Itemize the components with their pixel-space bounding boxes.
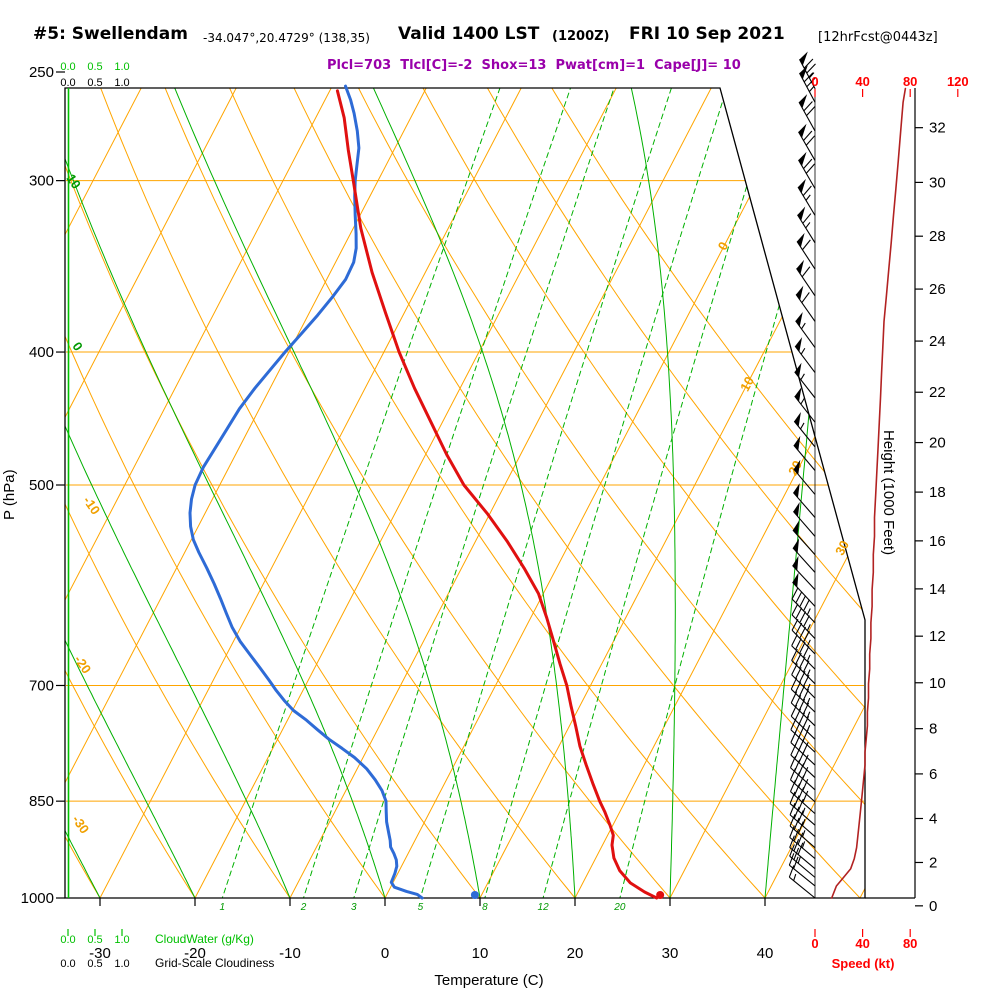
svg-text:1.0: 1.0 [114, 77, 129, 89]
temperature-axis: -30 -20 -10 0 10 20 30 40 Temperature (C) [89, 898, 773, 989]
svg-text:0: 0 [811, 936, 818, 951]
svg-text:2: 2 [300, 902, 307, 913]
svg-text:0.0: 0.0 [60, 61, 75, 73]
svg-text:-30: -30 [69, 812, 92, 836]
svg-text:P (hPa): P (hPa) [1, 469, 18, 520]
svg-text:300: 300 [29, 173, 54, 190]
svg-text:80: 80 [903, 936, 917, 951]
svg-text:0.5: 0.5 [87, 958, 102, 970]
svg-text:400: 400 [29, 344, 54, 361]
svg-text:80: 80 [903, 74, 917, 89]
svg-text:30: 30 [929, 174, 946, 191]
pressure-axis: 250 300 400 500 700 850 1000 P (hPa) [1, 64, 65, 907]
svg-text:14: 14 [929, 581, 946, 598]
svg-text:-10: -10 [279, 945, 301, 962]
valid-time: Valid 1400 LST [398, 24, 540, 44]
svg-text:40: 40 [757, 945, 774, 962]
wind-speed-profile [830, 87, 907, 899]
svg-text:120: 120 [947, 74, 969, 89]
svg-text:10: 10 [63, 171, 84, 191]
svg-text:18: 18 [929, 484, 946, 501]
wind-barbs [788, 51, 816, 899]
svg-text:28: 28 [929, 228, 946, 245]
svg-text:22: 22 [929, 384, 946, 401]
svg-text:12: 12 [929, 628, 946, 645]
svg-text:-30: -30 [89, 945, 111, 962]
svg-text:0.5: 0.5 [87, 934, 102, 946]
svg-text:20: 20 [567, 945, 584, 962]
svg-text:8: 8 [482, 902, 488, 913]
svg-text:0.0: 0.0 [60, 77, 75, 89]
svg-text:4: 4 [929, 811, 937, 828]
profiles [188, 84, 665, 900]
svg-text:Height (1000 Feet): Height (1000 Feet) [880, 430, 897, 555]
svg-text:30: 30 [662, 945, 679, 962]
svg-text:5: 5 [418, 902, 424, 913]
svg-text:1.0: 1.0 [114, 934, 129, 946]
svg-text:16: 16 [929, 533, 946, 550]
svg-text:0.0: 0.0 [60, 958, 75, 970]
svg-text:20: 20 [613, 902, 626, 913]
svg-text:1: 1 [219, 902, 225, 913]
svg-text:1000: 1000 [21, 890, 54, 907]
surface-temp-dot [656, 891, 665, 900]
svg-text:20: 20 [929, 435, 946, 452]
svg-text:0: 0 [715, 239, 732, 252]
svg-text:0.5: 0.5 [87, 61, 102, 73]
station-coords: -34.047°,20.4729° (138,35) [203, 31, 370, 45]
valid-date: FRI 10 Sep 2021 [629, 24, 785, 44]
svg-text:700: 700 [29, 677, 54, 694]
svg-text:10: 10 [929, 675, 946, 692]
svg-text:40: 40 [855, 74, 869, 89]
svg-text:1.0: 1.0 [114, 958, 129, 970]
svg-text:10: 10 [737, 374, 757, 394]
svg-text:0: 0 [811, 74, 818, 89]
svg-text:-10: -10 [80, 493, 103, 517]
svg-text:2: 2 [929, 854, 937, 871]
skewt-grid [65, 88, 865, 898]
indices-line: Plcl=703 Tlcl[C]=-2 Shox=13 Pwat[cm]=1 C… [327, 58, 741, 73]
svg-text:Speed (kt): Speed (kt) [832, 956, 895, 971]
svg-text:32: 32 [929, 120, 946, 137]
svg-text:26: 26 [929, 281, 946, 298]
svg-text:0.5: 0.5 [87, 77, 102, 89]
svg-text:30: 30 [832, 538, 852, 558]
plot-border [64, 87, 866, 899]
svg-text:12: 12 [538, 902, 550, 913]
svg-text:Temperature (C): Temperature (C) [434, 972, 543, 989]
cloudiness-axis: 0.0 0.0 0.5 0.5 1.0 1.0 Grid-Scale Cloudiness [60, 77, 274, 970]
svg-text:6: 6 [929, 766, 937, 783]
svg-text:0: 0 [929, 898, 937, 915]
cloudwater-axis: 0.0 0.0 0.5 0.5 1.0 1.0 CloudWater (g/Kg) [60, 61, 254, 946]
svg-text:0.0: 0.0 [60, 934, 75, 946]
valid-zulu: (1200Z) [552, 29, 610, 44]
svg-text:Grid-Scale Cloudiness: Grid-Scale Cloudiness [155, 956, 274, 970]
svg-text:40: 40 [855, 936, 869, 951]
svg-text:10: 10 [472, 945, 489, 962]
surface-dewpoint-dot [470, 891, 479, 900]
svg-text:-20: -20 [184, 945, 206, 962]
svg-text:1.0: 1.0 [114, 61, 129, 73]
svg-text:3: 3 [351, 902, 357, 913]
svg-text:850: 850 [29, 793, 54, 810]
svg-text:-20: -20 [71, 652, 94, 676]
svg-text:250: 250 [29, 64, 54, 81]
svg-text:500: 500 [29, 477, 54, 494]
station-title: #5: Swellendam [33, 24, 188, 44]
svg-text:0: 0 [381, 945, 389, 962]
svg-text:CloudWater (g/Kg): CloudWater (g/Kg) [155, 932, 254, 946]
svg-text:8: 8 [929, 721, 937, 738]
svg-text:24: 24 [929, 333, 946, 350]
forecast-tag: [12hrFcst@0443z] [818, 30, 938, 45]
